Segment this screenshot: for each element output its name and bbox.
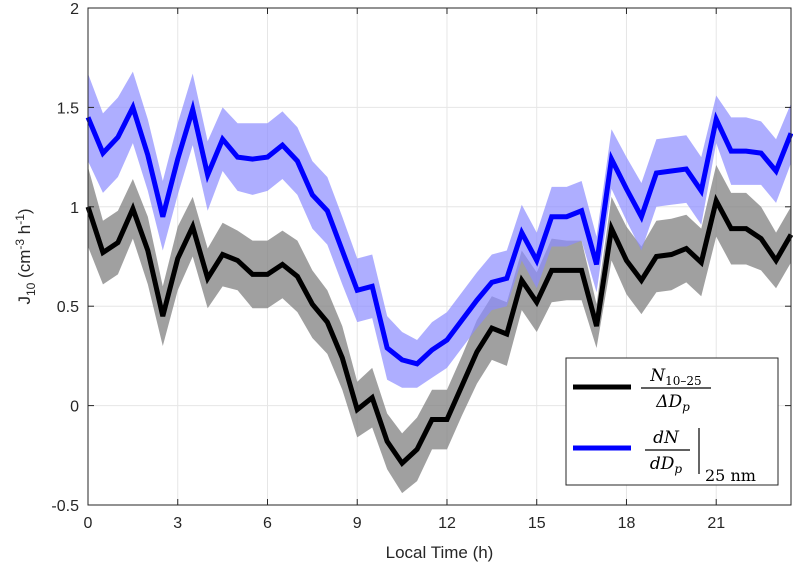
x-tick-label: 21 (707, 515, 725, 532)
series-band-2 (88, 71, 791, 388)
x-tick-label: 15 (528, 515, 546, 532)
y-tick-label: 2 (70, 1, 79, 18)
x-tick-label: 18 (618, 515, 636, 532)
y-axis-title: J10 (cm-3 h-1) (13, 208, 38, 304)
x-tick-label: 12 (438, 515, 456, 532)
uncertainty-bands (88, 71, 791, 494)
legend-box (565, 357, 779, 486)
legend-label-n10-25: N10–25 ΔDp (641, 366, 711, 414)
y-tick-label: 0.5 (57, 299, 79, 316)
series-line-1 (85, 193, 793, 468)
legend: N10–25 ΔDp dN dDp 25 nm (565, 357, 779, 486)
svg-text:N10–25: N10–25 (649, 366, 701, 388)
y-tick-label: 0 (70, 399, 79, 416)
svg-text:ΔDp: ΔDp (655, 392, 690, 414)
svg-text:25 nm: 25 nm (705, 466, 756, 485)
axis-ticks: 0 3 6 9 12 15 18 21 -0.5 0 0.5 1 1.5 2 (51, 1, 791, 532)
svg-text:dN: dN (653, 428, 680, 448)
y-tick-label: 1.5 (57, 100, 79, 117)
y-tick-label: -0.5 (51, 498, 79, 515)
x-tick-label: 0 (84, 515, 93, 532)
x-tick-label: 6 (263, 515, 272, 532)
x-tick-label: 9 (353, 515, 362, 532)
x-axis-title: Local Time (h) (386, 543, 494, 562)
x-tick-label: 3 (173, 515, 182, 532)
series-band-1 (88, 165, 791, 494)
svg-text:dDp: dDp (650, 454, 683, 476)
y-tick-label: 1 (70, 200, 79, 217)
series-lines (85, 99, 793, 468)
legend-label-dndp: dN dDp 25 nm (645, 428, 756, 485)
plot-frame (87, 7, 792, 506)
series-line-2 (85, 99, 793, 367)
